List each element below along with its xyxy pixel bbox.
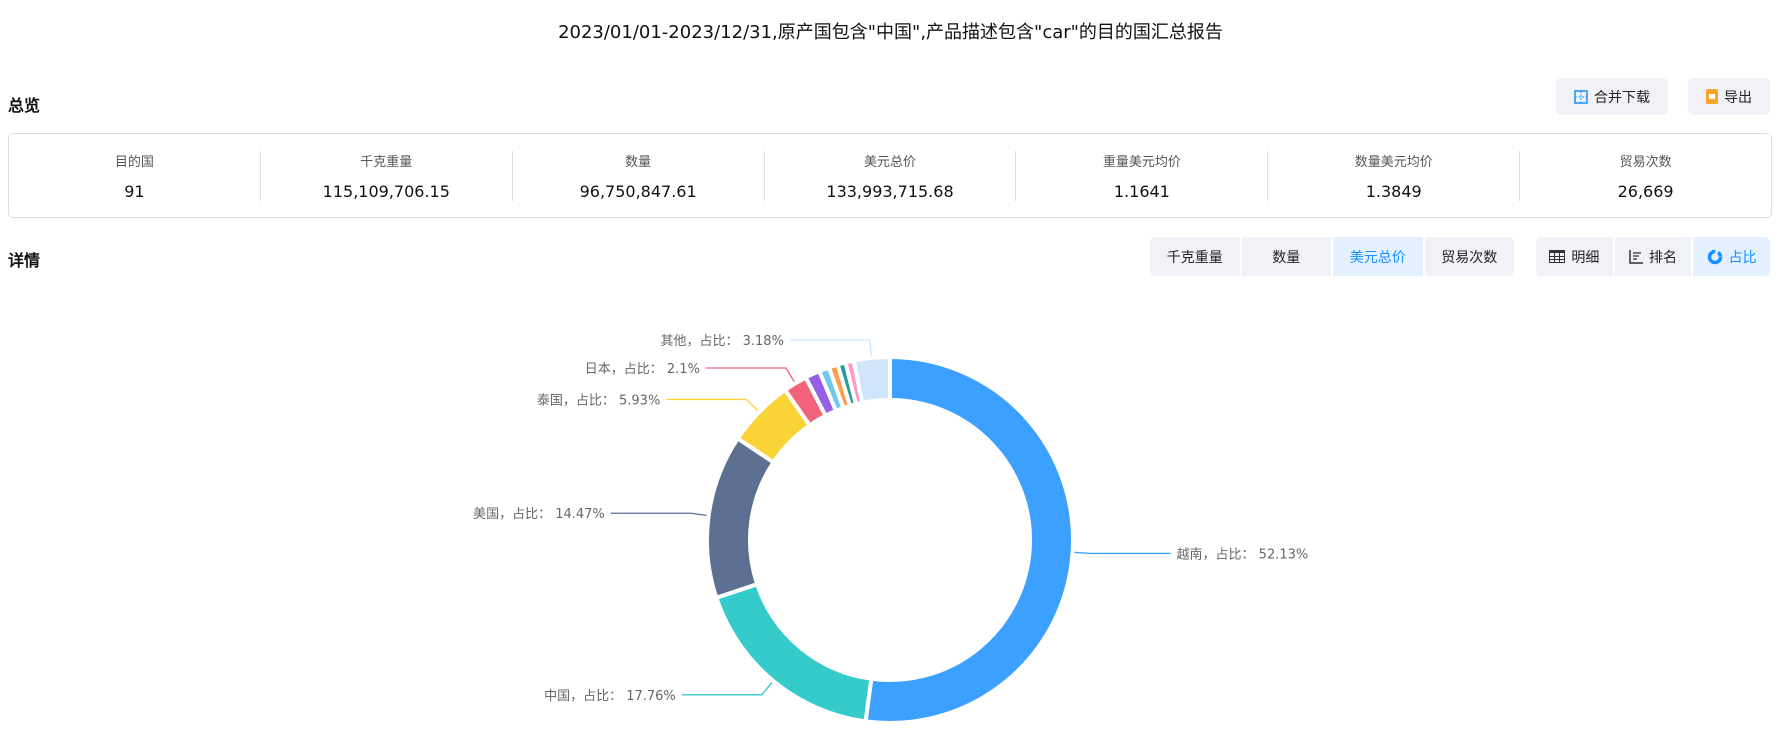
ranking-icon (1629, 249, 1643, 264)
export-button[interactable]: 导出 (1688, 78, 1770, 115)
stat-value: 26,669 (1617, 181, 1674, 201)
stat-label: 贸易次数 (1619, 154, 1672, 170)
stat-6: 贸易次数 26,669 (1520, 151, 1771, 201)
donut-slice[interactable] (843, 358, 865, 407)
view-tab-2[interactable]: 占比 (1693, 237, 1770, 276)
donut-slice[interactable] (713, 581, 874, 724)
stat-label: 目的国 (114, 154, 154, 170)
donut-slice[interactable] (782, 374, 829, 429)
label-line (666, 398, 759, 412)
label-line (789, 339, 873, 356)
overview-stats: 目的国 91 千克重量 115,109,706.15 数量 96,750,847.61 美元… (8, 133, 1772, 218)
stat-4: 重量美元均价 1.1641 (1016, 150, 1269, 201)
view-tab-label: 占比 (1728, 249, 1757, 266)
stat-value: 1.3849 (1365, 181, 1422, 201)
stat-2: 数量 96,750,847.61 (513, 150, 765, 201)
stat-label: 数量美元均价 (1354, 154, 1433, 170)
report-title: 2023/01/01-2023/12/31,原产国包含"中国",产品描述包含"c… (558, 22, 1223, 43)
label-line (610, 512, 707, 517)
stat-value: 1.1641 (1113, 181, 1170, 201)
metric-tab-1[interactable]: 数量 (1241, 237, 1331, 276)
export-file-icon (1706, 89, 1718, 104)
label-line (681, 682, 773, 696)
merge-download-button[interactable]: 合并下载 (1556, 78, 1668, 115)
metric-tab-0[interactable]: 千克重量 (1150, 237, 1240, 276)
view-tab-1[interactable]: 排名 (1614, 237, 1692, 276)
merge-download-label: 合并下载 (1594, 89, 1650, 106)
view-tab-label: 明细 (1571, 249, 1600, 266)
metric-tab-3[interactable]: 贸易次数 (1424, 237, 1514, 276)
stat-value: 96,750,847.61 (579, 181, 697, 201)
merge-icon (1574, 89, 1588, 104)
slice-label: 其他，占比： 3.18% (661, 334, 784, 349)
stat-value: 91 (124, 181, 145, 201)
donut-slice[interactable] (835, 360, 859, 409)
stat-value: 115,109,706.15 (322, 181, 450, 201)
stat-3: 美元总价 133,993,715.68 (765, 150, 1017, 201)
overview-heading: 总览 (8, 96, 41, 115)
donut-slice[interactable] (826, 362, 853, 411)
stat-label: 重量美元均价 (1102, 154, 1181, 170)
stat-0: 目的国 91 (9, 150, 261, 201)
export-label: 导出 (1724, 89, 1752, 106)
stat-1: 千克重量 115,109,706.15 (261, 150, 513, 201)
view-tabs: 明细 排名 占比 (1536, 237, 1770, 276)
table-icon (1549, 250, 1566, 263)
donut-slice[interactable] (863, 354, 1075, 725)
details-heading: 详情 (8, 251, 41, 270)
donut-slice[interactable] (734, 387, 813, 466)
slice-label: 中国，占比： 17.76% (544, 689, 676, 704)
stat-label: 数量 (625, 154, 652, 170)
donut-slice[interactable] (816, 364, 846, 414)
donut-icon (1707, 249, 1723, 265)
donut-slice[interactable] (851, 354, 892, 406)
stat-label: 美元总价 (864, 154, 917, 170)
slice-label: 日本，占比： 2.1% (585, 362, 700, 377)
slice-label: 泰国，占比： 5.93% (537, 393, 660, 408)
stat-value: 133,993,715.68 (826, 181, 954, 201)
stat-label: 千克重量 (360, 154, 413, 170)
view-tab-label: 排名 (1649, 249, 1677, 266)
donut-slice[interactable] (705, 435, 777, 601)
label-line (1074, 551, 1171, 555)
metric-tab-2[interactable]: 美元总价 (1333, 237, 1423, 276)
view-tab-0[interactable]: 明细 (1536, 237, 1613, 276)
stat-5: 数量美元均价 1.3849 (1268, 150, 1521, 201)
slice-label: 美国，占比： 14.47% (473, 507, 605, 522)
metric-tabs: 千克重量 数量 美元总价 贸易次数 (1150, 237, 1514, 276)
label-line (705, 367, 795, 383)
slice-label: 越南，占比： 52.13% (1177, 546, 1309, 562)
donut-slice[interactable] (803, 368, 839, 419)
